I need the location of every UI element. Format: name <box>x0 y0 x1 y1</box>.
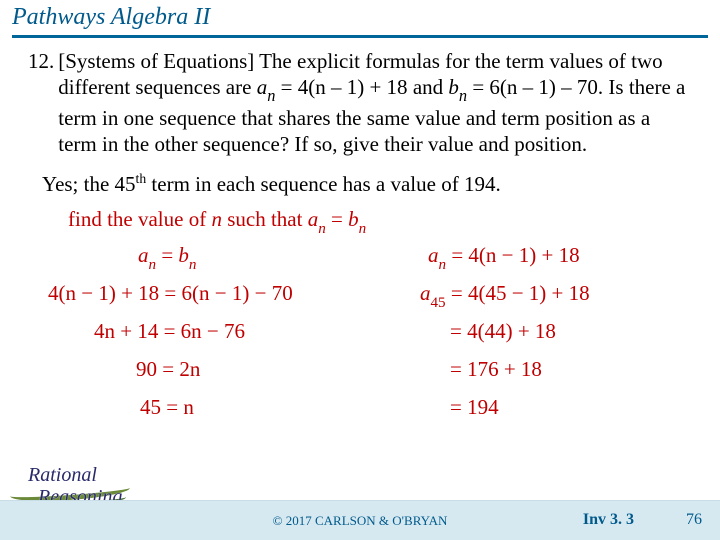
seq-b-sub: n <box>459 86 467 105</box>
work-instruction: find the value of n such that an = bn <box>68 207 366 236</box>
work-right-1: an = 4(n − 1) + 18 <box>428 243 580 272</box>
work-l2-text: 4(n − 1) + 18 = 6(n − 1) − 70 <box>48 281 293 305</box>
work-r2-a-sub: 45 <box>431 295 446 311</box>
work-instr-a: a <box>308 207 319 231</box>
answer-suffix: term in each sequence has a value of 194… <box>146 172 501 196</box>
answer-text: Yes; the 45th term in each sequence has … <box>42 171 692 197</box>
work-instr-b: b <box>348 207 359 231</box>
problem-number: 12. <box>28 48 58 157</box>
work-r1-a: a <box>428 243 439 267</box>
work-left-3: 4n + 14 = 6n − 76 <box>94 319 245 344</box>
problem-and: and <box>408 75 449 99</box>
work-instr-a-sub: n <box>318 221 326 237</box>
work-r2-rhs: = 4(45 − 1) + 18 <box>446 281 590 305</box>
page-number: 76 <box>686 511 702 529</box>
seq-a-sub: n <box>267 86 275 105</box>
work-instr-eq: = <box>326 207 348 231</box>
seq-a-rhs: = 4(n – 1) + 18 <box>275 75 407 99</box>
work-left-1: an = bn <box>138 243 196 272</box>
work-r1-a-sub: n <box>439 257 447 273</box>
work-l1-a-sub: n <box>149 257 157 273</box>
footer-bar: © 2017 CARLSON & O'BRYAN Inv 3. 3 76 <box>0 500 720 540</box>
work-l1-b-sub: n <box>189 257 197 273</box>
answer-ordinal: th <box>136 171 147 186</box>
problem-block: 12. [Systems of Equations] The explicit … <box>28 48 692 157</box>
work-l3-text: 4n + 14 = 6n − 76 <box>94 319 245 343</box>
work-l4-text: 90 = 2n <box>136 357 200 381</box>
work-instr-pre: find the value of <box>68 207 211 231</box>
work-r1-rhs: = 4(n − 1) + 18 <box>446 243 580 267</box>
work-left-4: 90 = 2n <box>136 357 200 382</box>
answer-prefix: Yes; the 45 <box>42 172 136 196</box>
investigation-label: Inv 3. 3 <box>583 511 634 529</box>
work-left-5: 45 = n <box>140 395 194 420</box>
work-instr-b-sub: n <box>359 221 367 237</box>
work-right-3: = 4(44) + 18 <box>450 319 556 344</box>
work-right-4: = 176 + 18 <box>450 357 542 382</box>
work-l1-eq: = <box>156 243 178 267</box>
problem-text: [Systems of Equations] The explicit form… <box>58 48 692 157</box>
logo-text-1: Rational <box>28 464 97 487</box>
seq-b-var: b <box>448 75 459 99</box>
work-instr-mid: such that <box>222 207 308 231</box>
work-right-5: = 194 <box>450 395 499 420</box>
page-title: Pathways Algebra II <box>12 4 708 31</box>
work-r2-a: a <box>420 281 431 305</box>
work-l5-text: 45 = n <box>140 395 194 419</box>
work-l1-b: b <box>178 243 189 267</box>
copyright-text: © 2017 CARLSON & O'BRYAN <box>273 513 448 529</box>
problem-topic: [Systems of Equations] <box>58 49 254 73</box>
work-left-2: 4(n − 1) + 18 = 6(n − 1) − 70 <box>48 281 293 306</box>
seq-a-var: a <box>257 75 268 99</box>
seq-b-rhs: = 6(n – 1) – 70 <box>467 75 598 99</box>
work-right-2: a45 = 4(45 − 1) + 18 <box>420 281 590 310</box>
work-l1-a: a <box>138 243 149 267</box>
worked-solution: find the value of n such that an = bn an… <box>28 207 692 457</box>
work-instr-n: n <box>211 207 222 231</box>
